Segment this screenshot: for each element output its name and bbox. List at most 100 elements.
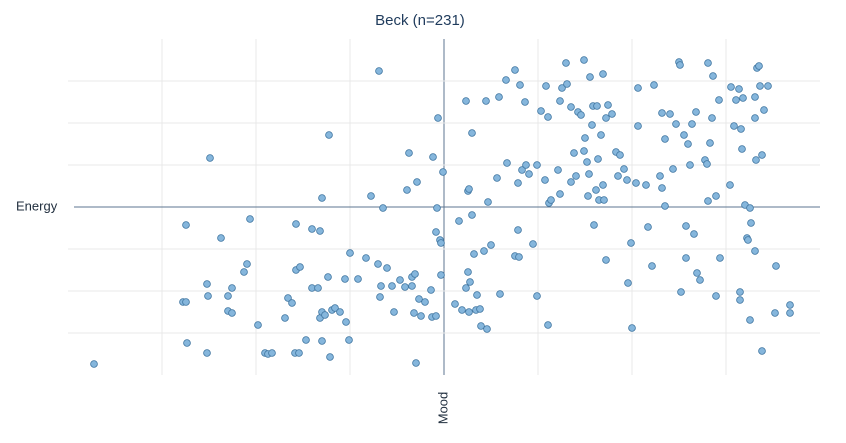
point bbox=[487, 241, 495, 249]
point bbox=[383, 264, 391, 272]
point bbox=[709, 72, 717, 80]
point bbox=[483, 325, 491, 333]
point bbox=[693, 269, 701, 277]
point bbox=[302, 336, 310, 344]
point bbox=[726, 181, 734, 189]
point bbox=[634, 122, 642, 130]
point bbox=[405, 149, 413, 157]
x-axis-label: Mood bbox=[435, 392, 450, 425]
point bbox=[375, 67, 383, 75]
point bbox=[482, 97, 490, 105]
point bbox=[562, 59, 570, 67]
point bbox=[439, 168, 447, 176]
point bbox=[182, 221, 190, 229]
point bbox=[292, 220, 300, 228]
point bbox=[712, 192, 720, 200]
point bbox=[732, 96, 740, 104]
point bbox=[624, 279, 632, 287]
point bbox=[341, 275, 349, 283]
point bbox=[623, 176, 631, 184]
point bbox=[437, 271, 445, 279]
point bbox=[376, 293, 384, 301]
point bbox=[417, 312, 425, 320]
point bbox=[735, 85, 743, 93]
point bbox=[682, 254, 690, 262]
point bbox=[480, 247, 488, 255]
point bbox=[458, 306, 466, 314]
point bbox=[744, 236, 752, 244]
point bbox=[627, 239, 635, 247]
point bbox=[746, 316, 754, 324]
point bbox=[503, 159, 511, 167]
point bbox=[712, 292, 720, 300]
point bbox=[756, 82, 764, 90]
point bbox=[751, 114, 759, 122]
point bbox=[379, 204, 387, 212]
point bbox=[437, 239, 445, 247]
point bbox=[521, 98, 529, 106]
point bbox=[476, 305, 484, 313]
point bbox=[690, 230, 698, 238]
point bbox=[715, 96, 723, 104]
point bbox=[666, 110, 674, 118]
point bbox=[644, 223, 652, 231]
point bbox=[367, 192, 375, 200]
point bbox=[580, 56, 588, 64]
point bbox=[268, 349, 276, 357]
point bbox=[415, 295, 423, 303]
point bbox=[413, 178, 421, 186]
point bbox=[254, 321, 262, 329]
point bbox=[672, 120, 680, 128]
point bbox=[240, 268, 248, 276]
point bbox=[604, 101, 612, 109]
point bbox=[599, 181, 607, 189]
point bbox=[308, 225, 316, 233]
point bbox=[708, 114, 716, 122]
point bbox=[374, 260, 382, 268]
point bbox=[421, 298, 429, 306]
point bbox=[316, 227, 324, 235]
point bbox=[495, 93, 503, 101]
point bbox=[704, 59, 712, 67]
point bbox=[346, 249, 354, 257]
point bbox=[584, 192, 592, 200]
point bbox=[590, 221, 598, 229]
point bbox=[542, 82, 550, 90]
point bbox=[616, 151, 624, 159]
point bbox=[468, 211, 476, 219]
point bbox=[592, 186, 600, 194]
point bbox=[484, 198, 492, 206]
point bbox=[772, 262, 780, 270]
point bbox=[730, 122, 738, 130]
point bbox=[470, 250, 478, 258]
point bbox=[648, 262, 656, 270]
point bbox=[661, 135, 669, 143]
point bbox=[567, 103, 575, 111]
point bbox=[522, 161, 530, 169]
point bbox=[429, 153, 437, 161]
point bbox=[466, 278, 474, 286]
point bbox=[206, 154, 214, 162]
point bbox=[411, 270, 419, 278]
point bbox=[688, 120, 696, 128]
point bbox=[771, 309, 779, 317]
point bbox=[318, 337, 326, 345]
point bbox=[477, 322, 485, 330]
point bbox=[677, 288, 685, 296]
point bbox=[345, 336, 353, 344]
y-axis-label: Energy bbox=[16, 198, 58, 213]
point bbox=[533, 161, 541, 169]
point bbox=[217, 234, 225, 242]
point bbox=[676, 61, 684, 69]
point bbox=[321, 311, 329, 319]
point bbox=[727, 83, 735, 91]
point bbox=[608, 110, 616, 118]
point bbox=[669, 165, 677, 173]
point bbox=[243, 260, 251, 268]
point bbox=[514, 179, 522, 187]
point bbox=[739, 94, 747, 102]
point bbox=[432, 312, 440, 320]
point bbox=[751, 247, 759, 255]
